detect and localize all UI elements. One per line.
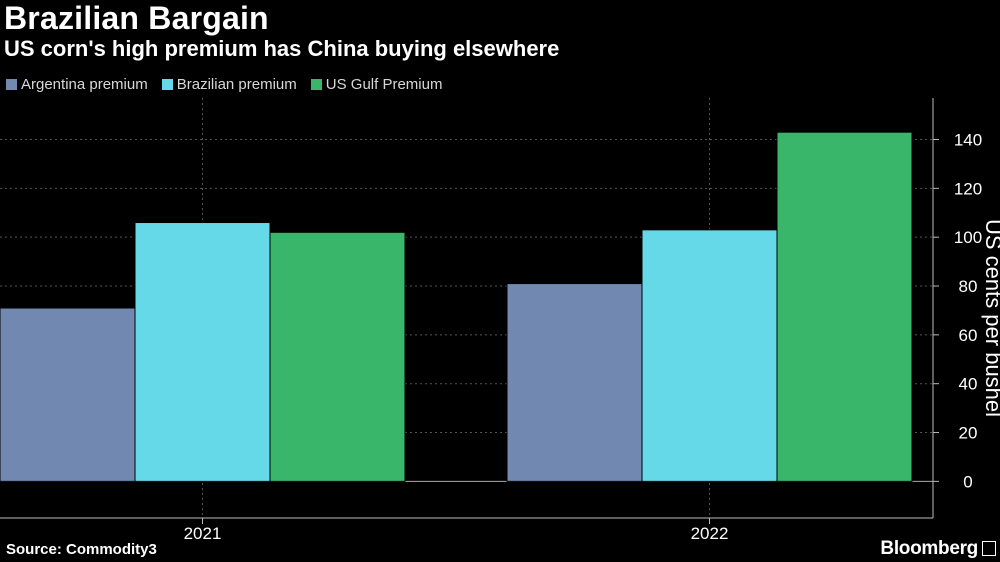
- legend-item-argentina: Argentina premium: [6, 76, 148, 93]
- bar-argentina-premium-2022: [506, 283, 643, 482]
- bar-us-gulf-premium-2022: [776, 131, 913, 482]
- bloomberg-logo: Bloomberg: [880, 538, 978, 559]
- source-note: Source: Commodity3: [6, 541, 157, 558]
- y-tick-label-0: 0: [963, 472, 972, 491]
- chart-title: Brazilian Bargain: [4, 0, 269, 36]
- y-tick-label-80: 80: [959, 277, 978, 296]
- legend-label-argentina: Argentina premium: [21, 76, 148, 93]
- y-tick-label-60: 60: [959, 326, 978, 345]
- y-axis-label: US cents per bushel: [981, 219, 1000, 417]
- y-tick-label-140: 140: [954, 131, 982, 150]
- bar-us-gulf-premium-2021: [269, 231, 406, 482]
- legend-item-brazilian: Brazilian premium: [161, 76, 297, 93]
- bar-argentina-premium-2021: [0, 307, 136, 482]
- x-tick-label-2021: 2021: [184, 524, 222, 543]
- chart-subtitle: US corn's high premium has China buying …: [4, 36, 560, 61]
- legend-swatch-us-gulf: [310, 79, 322, 90]
- legend-swatch-argentina: [6, 79, 17, 90]
- legend-swatch-brazilian: [161, 79, 173, 90]
- bar-brazilian-premium-2021: [134, 222, 271, 482]
- y-tick-label-120: 120: [954, 179, 982, 198]
- x-tick-label-2022: 2022: [691, 524, 729, 543]
- bloomberg-icon: [982, 541, 996, 556]
- legend-label-us-gulf: US Gulf Premium: [325, 76, 443, 93]
- bar-brazilian-premium-2022: [641, 229, 778, 482]
- y-tick-label-40: 40: [959, 375, 978, 394]
- y-tick-label-100: 100: [954, 228, 982, 247]
- y-tick-label-20: 20: [959, 424, 978, 443]
- legend-item-us-gulf: US Gulf Premium: [310, 76, 443, 93]
- legend: Argentina premium Brazilian premium US G…: [6, 76, 442, 93]
- legend-label-brazilian: Brazilian premium: [176, 76, 297, 93]
